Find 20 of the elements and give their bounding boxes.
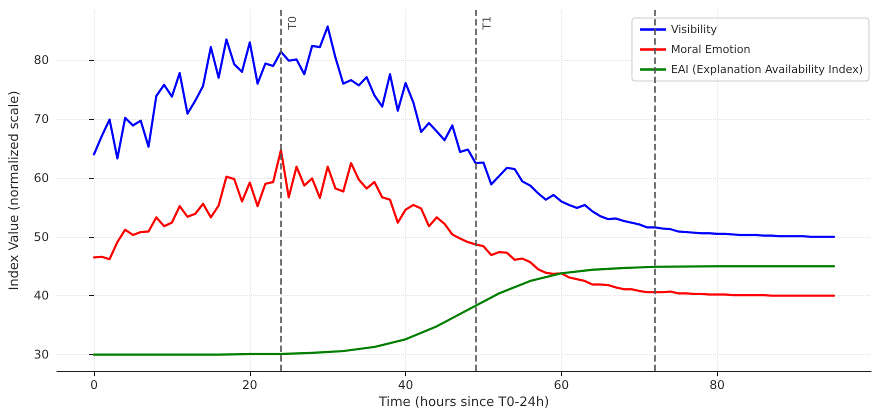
y-tick-label: 40 bbox=[34, 288, 49, 303]
line-series bbox=[92, 265, 836, 356]
x-axis-title: Time (hours since T0-24h) bbox=[378, 395, 550, 410]
ref-line-label: T0 bbox=[286, 16, 299, 31]
legend-label: EAI (Explanation Availability Index) bbox=[670, 63, 864, 76]
legend-label: Moral Emotion bbox=[670, 43, 750, 56]
y-tick-label: 60 bbox=[34, 170, 49, 185]
x-tick-label: 80 bbox=[710, 378, 725, 392]
x-tick-label: 40 bbox=[398, 378, 414, 392]
legend-label: Visibility bbox=[670, 23, 718, 36]
y-tick-label: 30 bbox=[34, 348, 49, 362]
ref-line-label: T1 bbox=[480, 16, 494, 31]
x-tick-label: 20 bbox=[242, 378, 258, 392]
y-tick-label: 50 bbox=[34, 230, 49, 244]
line-series bbox=[92, 149, 836, 297]
x-tick-label: 0 bbox=[90, 378, 98, 392]
y-tick-label: 70 bbox=[34, 112, 49, 126]
x-tick-label: 60 bbox=[554, 378, 570, 392]
y-axis-title: Index Value (normalized scale) bbox=[7, 90, 22, 290]
y-tick-label: 80 bbox=[34, 53, 49, 68]
